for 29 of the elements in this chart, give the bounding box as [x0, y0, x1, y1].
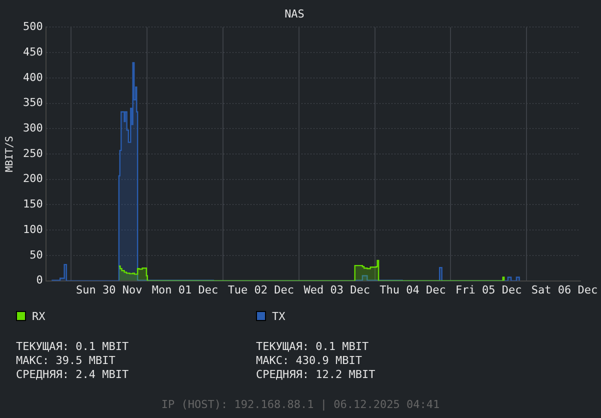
- legend-label: RX: [31, 310, 46, 324]
- x-tick-label: Sun 30 Nov: [76, 283, 143, 296]
- y-tick-label: 250: [22, 146, 43, 160]
- text: IP (HOST): 192.168.88.1 | 06.12.2025 04:41: [160, 398, 441, 411]
- text: СРЕДНЯЯ: 2.4 MBIT: [16, 368, 129, 382]
- y-tick-label: 350: [22, 96, 43, 110]
- text: МАКС: 430.9 MBIT: [256, 354, 363, 368]
- y-tick-label: 400: [22, 70, 43, 84]
- y-tick-label: 100: [22, 222, 43, 236]
- x-tick-label: Fri 05 Dec: [456, 283, 522, 296]
- legend-label: TX: [271, 310, 286, 324]
- x-tick-label: Tue 02 Dec: [228, 283, 294, 296]
- y-tick-label: 500: [22, 20, 43, 34]
- text: МАКС: 39.5 MBIT: [16, 354, 116, 368]
- text: ТЕКУЩАЯ: 0.1 MBIT: [16, 340, 129, 354]
- x-tick-label: Mon 01 Dec: [152, 283, 218, 296]
- y-tick-label: 0: [36, 274, 43, 287]
- x-tick-label: Wed 03 Dec: [304, 283, 370, 296]
- text: ТЕКУЩАЯ: 0.1 MBIT: [256, 340, 370, 354]
- text: СРЕДНЯЯ: 12.2 MBIT: [256, 368, 376, 382]
- x-tick-label: Thu 04 Dec: [380, 283, 446, 296]
- y-tick-label: 50: [30, 248, 43, 262]
- y-axis-title: MBIT/S: [4, 136, 16, 172]
- y-tick-label: 300: [22, 122, 43, 134]
- y-tick-label: 450: [22, 45, 43, 58]
- chart-title: NAS: [284, 7, 304, 20]
- y-tick-label: 150: [22, 198, 43, 211]
- y-tick-label: 200: [22, 172, 43, 186]
- x-tick-label: Sat 06 Dec: [531, 283, 598, 296]
